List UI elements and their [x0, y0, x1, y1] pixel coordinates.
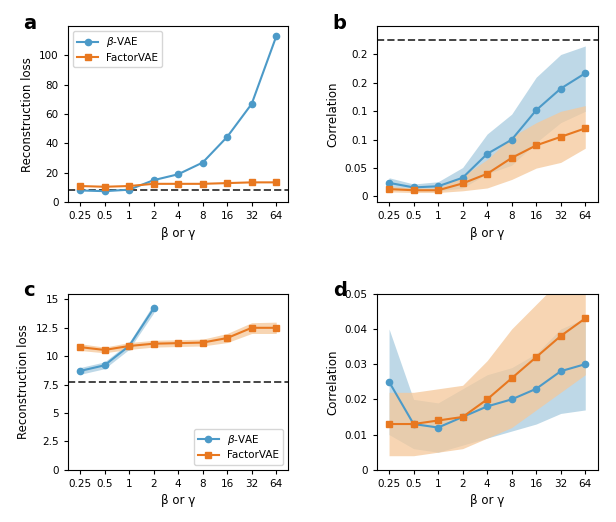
- $\beta$-VAE: [582, 70, 589, 76]
- $\beta$-VAE: [557, 368, 564, 374]
- $\beta$-VAE: [199, 159, 206, 165]
- $\beta$-VAE: [174, 171, 182, 177]
- $\beta$-VAE: [76, 187, 84, 194]
- X-axis label: β or γ: β or γ: [161, 227, 195, 240]
- $\beta$-VAE: [224, 134, 231, 140]
- Text: d: d: [333, 281, 347, 300]
- Line: FactorVAE: FactorVAE: [386, 125, 588, 193]
- FactorVAE: [582, 125, 589, 132]
- $\beta$-VAE: [532, 386, 540, 392]
- Line: FactorVAE: FactorVAE: [77, 325, 279, 353]
- Y-axis label: Reconstruction loss: Reconstruction loss: [17, 324, 30, 439]
- $\beta$-VAE: [386, 378, 393, 385]
- FactorVAE: [150, 181, 157, 187]
- Legend: $\beta$-VAE, FactorVAE: $\beta$-VAE, FactorVAE: [194, 429, 283, 465]
- FactorVAE: [199, 339, 206, 346]
- FactorVAE: [582, 315, 589, 322]
- Text: c: c: [23, 281, 35, 300]
- Line: $\beta$-VAE: $\beta$-VAE: [386, 70, 588, 191]
- FactorVAE: [272, 179, 280, 185]
- FactorVAE: [150, 340, 157, 347]
- $\beta$-VAE: [150, 177, 157, 183]
- FactorVAE: [508, 155, 516, 161]
- $\beta$-VAE: [484, 151, 491, 157]
- $\beta$-VAE: [410, 421, 417, 427]
- FactorVAE: [76, 344, 84, 350]
- X-axis label: β or γ: β or γ: [470, 494, 505, 507]
- FactorVAE: [248, 325, 256, 331]
- $\beta$-VAE: [272, 33, 280, 40]
- FactorVAE: [557, 134, 564, 140]
- $\beta$-VAE: [410, 184, 417, 191]
- FactorVAE: [101, 347, 108, 353]
- FactorVAE: [126, 343, 133, 349]
- FactorVAE: [532, 142, 540, 148]
- FactorVAE: [174, 340, 182, 346]
- FactorVAE: [484, 396, 491, 402]
- FactorVAE: [459, 414, 466, 420]
- $\beta$-VAE: [484, 404, 491, 410]
- Legend: $\beta$-VAE, FactorVAE: $\beta$-VAE, FactorVAE: [73, 31, 163, 67]
- FactorVAE: [459, 180, 466, 186]
- $\beta$-VAE: [582, 361, 589, 367]
- Line: FactorVAE: FactorVAE: [386, 315, 588, 427]
- FactorVAE: [410, 421, 417, 427]
- $\beta$-VAE: [76, 368, 84, 374]
- Line: $\beta$-VAE: $\beta$-VAE: [77, 33, 279, 194]
- FactorVAE: [508, 375, 516, 382]
- Y-axis label: Correlation: Correlation: [326, 81, 339, 147]
- $\beta$-VAE: [248, 101, 256, 107]
- FactorVAE: [434, 418, 442, 424]
- Line: $\beta$-VAE: $\beta$-VAE: [386, 361, 588, 431]
- $\beta$-VAE: [508, 396, 516, 402]
- $\beta$-VAE: [557, 86, 564, 92]
- FactorVAE: [386, 186, 393, 192]
- Text: b: b: [333, 14, 347, 33]
- FactorVAE: [126, 183, 133, 189]
- $\beta$-VAE: [101, 188, 108, 194]
- $\beta$-VAE: [532, 107, 540, 113]
- X-axis label: β or γ: β or γ: [470, 227, 505, 240]
- FactorVAE: [434, 187, 442, 193]
- FactorVAE: [386, 421, 393, 427]
- X-axis label: β or γ: β or γ: [161, 494, 195, 507]
- $\beta$-VAE: [101, 362, 108, 369]
- $\beta$-VAE: [434, 424, 442, 431]
- FactorVAE: [272, 325, 280, 331]
- Text: a: a: [23, 14, 37, 33]
- Line: $\beta$-VAE: $\beta$-VAE: [77, 305, 156, 374]
- $\beta$-VAE: [150, 305, 157, 312]
- FactorVAE: [532, 354, 540, 360]
- Y-axis label: Reconstruction loss: Reconstruction loss: [20, 57, 33, 172]
- FactorVAE: [224, 335, 231, 341]
- $\beta$-VAE: [459, 175, 466, 181]
- Y-axis label: Correlation: Correlation: [326, 349, 339, 414]
- Line: FactorVAE: FactorVAE: [77, 179, 279, 190]
- FactorVAE: [101, 184, 108, 190]
- FactorVAE: [199, 181, 206, 187]
- FactorVAE: [174, 181, 182, 187]
- $\beta$-VAE: [386, 180, 393, 186]
- FactorVAE: [248, 179, 256, 185]
- $\beta$-VAE: [508, 137, 516, 143]
- FactorVAE: [557, 333, 564, 339]
- $\beta$-VAE: [459, 414, 466, 420]
- $\beta$-VAE: [126, 186, 133, 193]
- FactorVAE: [484, 171, 491, 177]
- FactorVAE: [410, 187, 417, 193]
- $\beta$-VAE: [434, 183, 442, 189]
- FactorVAE: [76, 183, 84, 189]
- FactorVAE: [224, 180, 231, 186]
- $\beta$-VAE: [126, 343, 133, 349]
